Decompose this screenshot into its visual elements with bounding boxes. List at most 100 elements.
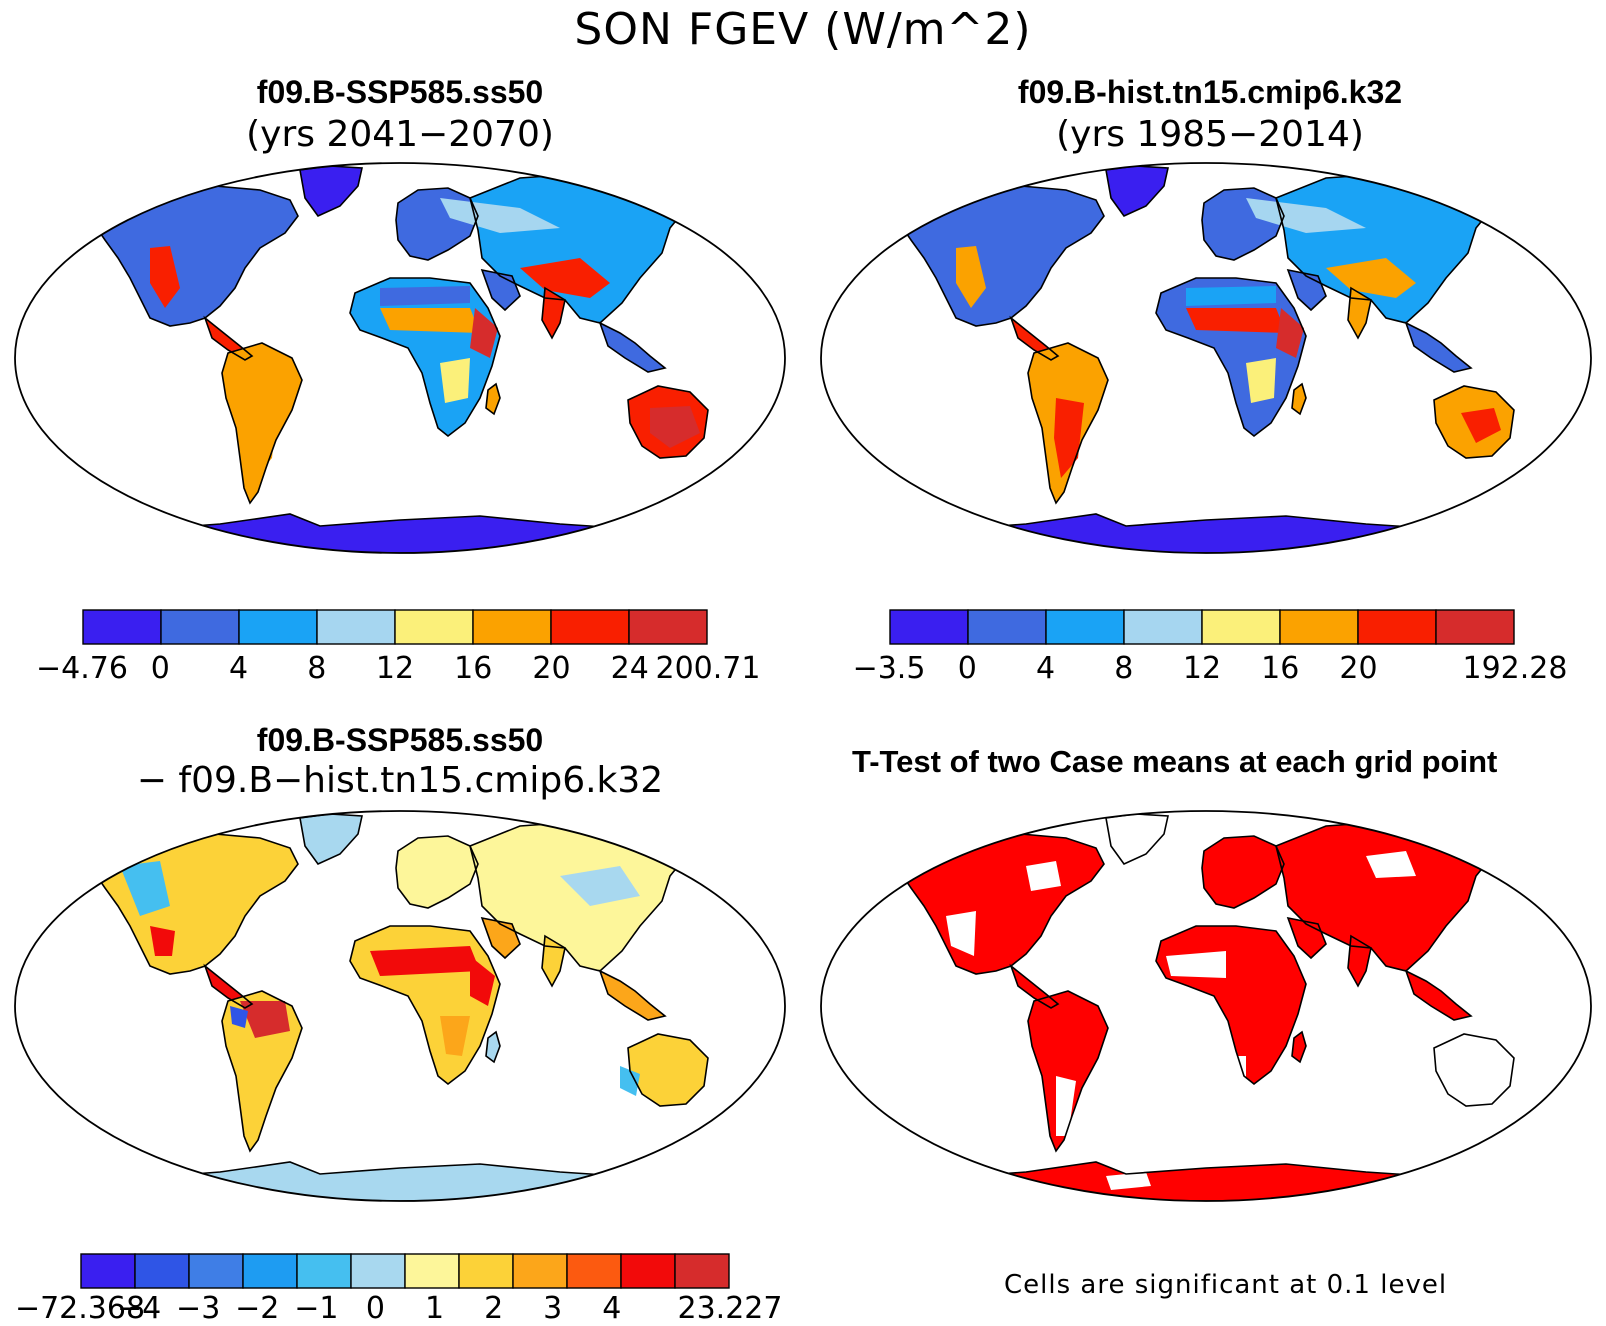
colorbar-tick-label: −4.76 [36,651,128,686]
panel2-map [820,162,1592,554]
region-australia [1434,1034,1514,1106]
region-seAsia [600,323,665,372]
contour-patch [1326,258,1416,298]
map-border [14,810,786,1202]
region-arabia [1288,918,1326,958]
contour-patch [1106,1172,1151,1190]
contour-patch [470,956,495,1006]
contour-patch [1054,398,1084,478]
region-asia [1276,173,1506,323]
contour-patch [370,946,480,976]
colorbar-swatch [628,609,708,645]
colorbar-swatch [238,609,318,645]
colorbar-swatch [1279,609,1359,645]
contour-patch [1186,286,1276,306]
contour-patch [1461,408,1501,443]
figure-title: SON FGEV (W/m^2) [574,4,1032,55]
region-greenland [300,166,362,216]
colorbar-tick-label: 8 [1114,651,1134,686]
colorbar-tick-label: 0 [150,651,170,686]
coastline [1201,835,1285,909]
colorbar-swatch [82,609,162,645]
colorbar-tick-label: 200.71 [655,651,761,686]
colorbar-tick-label: 8 [307,651,327,686]
region-seAsia [1406,323,1471,372]
contour-patch [1246,358,1276,403]
contour-patch [470,308,498,358]
coastline [598,969,667,1021]
contour-patch [1026,861,1061,891]
colorbar-swatch [550,609,630,645]
panel1-colorbar [82,609,708,645]
region-arabia [482,918,520,958]
contour-patch [1056,1076,1076,1136]
colorbar-tick-label: 16 [1261,651,1300,686]
coastline [139,1161,653,1201]
contour-patch [1246,198,1366,233]
coastline [203,963,254,1009]
colorbar-tick-label: −4 [116,1291,162,1326]
coastline [88,185,299,327]
colorbar-tick-label: 4 [228,651,249,686]
coastline [349,277,501,438]
map-border [820,810,1592,1202]
colorbar-tick-label: 0 [365,1291,385,1326]
colorbar-tick-label: 20 [1339,651,1378,686]
panel3-subtitle: − f09.B−hist.tn15.cmip6.k32 [136,760,664,801]
region-southAmerica [1028,991,1108,1151]
coastline [349,925,501,1086]
colorbar-swatch [1123,609,1203,645]
contour-patch [380,286,470,306]
colorbar-swatch [1435,609,1515,645]
coastline [894,185,1105,327]
coastline [1291,1030,1307,1064]
coastline [541,286,566,340]
contour-patch [440,198,560,233]
colorbar-tick-label: −72.368 [14,1291,146,1326]
contour-patch [1186,308,1286,333]
colorbar-tick-label: −3.5 [852,651,926,686]
region-seAsia [1406,971,1471,1020]
colorbar-swatch [394,609,474,645]
coastline [1155,277,1307,438]
contour-patch [380,308,480,333]
colorbar-swatch [80,1253,136,1289]
panel3-title: f09.B-SSP585.ss50 [256,722,544,758]
coastline [1286,268,1327,312]
colorbar-swatch [620,1253,676,1289]
region-arabia [482,270,520,310]
colorbar-swatch [1045,609,1125,645]
panel1-subtitle: (yrs 2041−2070) [246,114,554,155]
region-northAmerica [90,834,298,974]
map-land-layer [894,813,1515,1201]
contour-patch [620,1066,640,1096]
colorbar-tick-label: −2 [235,1291,280,1326]
region-europe [396,836,478,908]
colorbar-tick-label: 192.28 [1462,651,1568,686]
coastline [203,315,254,361]
region-india [1348,936,1371,986]
panel4-map [820,810,1592,1202]
contour-patch [150,926,175,956]
colorbar-swatch [242,1253,298,1289]
colorbar-tick-label: 20 [532,651,571,686]
panel1-map [14,162,786,554]
colorbar-tick-label: 4 [1035,651,1056,686]
panel2-title: f09.B-hist.tn15.cmip6.k32 [1017,74,1403,110]
panel3-colorbar-ticks: −72.368 −4 −3 −2 −1 0 1 2 3 4 23.227 [15,1291,783,1326]
panel2-colorbar-ticks: −3.5 0 4 8 12 16 20 192.28 [853,651,1568,689]
contour-patch [650,406,700,448]
contour-patch [150,246,180,308]
colorbar-swatch [296,1253,352,1289]
colorbar-tick-label: −1 [294,1291,339,1326]
coastline [598,321,667,373]
coastline [139,513,653,553]
colorbar-swatch [316,609,396,645]
coastline [485,382,501,416]
coastline [1155,925,1307,1086]
colorbar-tick-label: 0 [957,651,977,686]
coastline [1404,321,1473,373]
panel1-title: f09.B-SSP585.ss50 [256,74,544,110]
contour-patch [120,861,170,916]
region-northAmerica [896,186,1104,326]
